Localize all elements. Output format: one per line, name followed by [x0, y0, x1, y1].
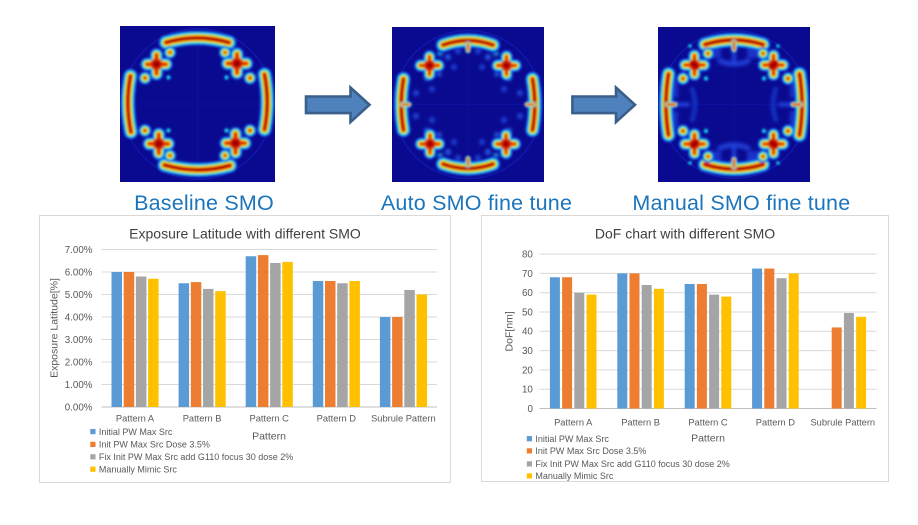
svg-text:Init PW Max Src Dose 3.5%: Init PW Max Src Dose 3.5% — [99, 440, 210, 450]
svg-text:20: 20 — [521, 365, 532, 376]
svg-text:7.00%: 7.00% — [65, 245, 93, 256]
svg-text:Exposure Latitude[%]: Exposure Latitude[%] — [49, 278, 61, 378]
svg-text:Pattern B: Pattern B — [621, 417, 660, 427]
svg-text:50: 50 — [521, 307, 532, 318]
svg-text:Manually Mimic Src: Manually Mimic Src — [99, 464, 178, 474]
svg-text:4.00%: 4.00% — [65, 312, 93, 323]
svg-text:Pattern A: Pattern A — [554, 417, 593, 427]
svg-text:Pattern B: Pattern B — [183, 413, 222, 423]
svg-text:Pattern: Pattern — [691, 433, 725, 445]
svg-text:Manually Mimic Src: Manually Mimic Src — [535, 471, 614, 481]
svg-text:Pattern A: Pattern A — [116, 413, 155, 423]
svg-text:DoF[nm]: DoF[nm] — [503, 311, 515, 351]
svg-text:DoF chart with different SMO: DoF chart with different SMO — [594, 226, 774, 242]
svg-text:Pattern C: Pattern C — [250, 413, 290, 423]
svg-text:Subrule Pattern: Subrule Pattern — [810, 417, 875, 427]
svg-text:60: 60 — [521, 288, 532, 299]
svg-text:Pattern D: Pattern D — [755, 417, 795, 427]
svg-text:1.00%: 1.00% — [65, 380, 93, 391]
svg-text:2.00%: 2.00% — [65, 357, 93, 368]
svg-text:40: 40 — [521, 327, 532, 338]
svg-text:70: 70 — [521, 269, 532, 280]
svg-text:10: 10 — [521, 385, 532, 396]
svg-text:Pattern D: Pattern D — [317, 413, 357, 423]
svg-text:Initial PW Max Src: Initial PW Max Src — [535, 434, 609, 444]
svg-text:Pattern: Pattern — [252, 431, 286, 443]
svg-text:Subrule Pattern: Subrule Pattern — [371, 413, 436, 423]
svg-text:6.00%: 6.00% — [65, 267, 93, 278]
svg-text:0: 0 — [527, 404, 533, 415]
svg-text:Exposure Latitude with differe: Exposure Latitude with different SMO — [129, 226, 361, 242]
svg-text:30: 30 — [521, 346, 532, 357]
svg-text:Fix Init PW Max Src add G110 f: Fix Init PW Max Src add G110 focus 30 do… — [99, 452, 293, 462]
svg-text:Fix Init PW Max Src add G110 f: Fix Init PW Max Src add G110 focus 30 do… — [535, 459, 729, 469]
svg-text:0.00%: 0.00% — [65, 402, 93, 413]
svg-text:Init PW Max Src Dose 3.5%: Init PW Max Src Dose 3.5% — [535, 446, 646, 456]
svg-text:80: 80 — [521, 250, 532, 261]
svg-text:Initial PW Max Src: Initial PW Max Src — [99, 427, 173, 437]
svg-text:3.00%: 3.00% — [65, 335, 93, 346]
svg-text:Pattern C: Pattern C — [688, 417, 728, 427]
svg-text:5.00%: 5.00% — [65, 290, 93, 301]
